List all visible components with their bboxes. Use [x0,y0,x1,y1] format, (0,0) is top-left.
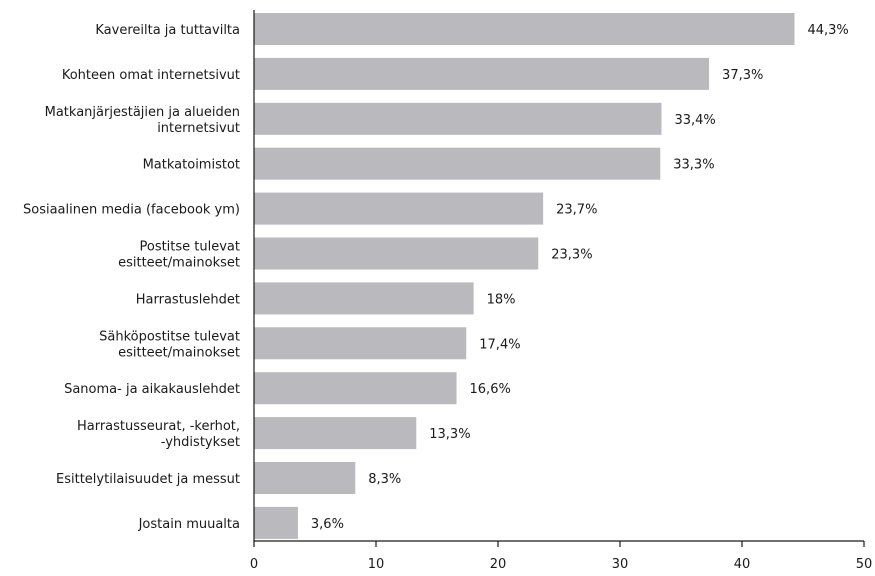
bar [254,237,539,270]
category-label: Matkanjärjestäjien ja alueiden internetsi… [45,105,240,136]
category-label-line: internetsivut [157,121,240,136]
bar [254,13,795,45]
category-label: Sähköpostitse tulevat esitteet/mainokset [99,329,240,360]
bar [254,102,662,135]
bar [254,147,661,180]
data-label: 16,6% [470,382,511,397]
category-label: Jostain muualta [138,517,240,532]
category-label: Sanoma- ja aikakauslehdet [64,382,240,397]
category-label-line: Esittelytilaisuudet ja messut [56,472,240,487]
bar [254,57,710,90]
category-label-line: Matkatoimistot [143,158,240,173]
category-label-line: Sähköpostitse tulevat [99,329,240,344]
data-label: 18% [487,292,516,307]
category-label-line: Jostain muualta [138,517,240,532]
category-label-line: Postitse tulevat [139,240,240,255]
data-label: 33,3% [673,158,714,173]
data-label: 8,3% [368,472,401,487]
data-label: 13,3% [429,427,470,442]
data-label: 3,6% [311,517,344,532]
category-label: Kohteen omat internetsivut [62,68,240,83]
category-label-line: Matkanjärjestäjien ja alueiden [45,105,240,120]
category-label: Harrastuslehdet [136,292,240,307]
category-label-line: Sanoma- ja aikakauslehdet [64,382,240,397]
data-label: 37,3% [722,68,763,83]
category-label: Postitse tulevat esitteet/mainokset [118,240,240,271]
category-label: Harrastusseurat, -kerhot, -yhdistykset [77,419,240,450]
category-label-line: Sosiaalinen media (facebook ym) [23,203,240,218]
category-label: Matkatoimistot [143,158,240,173]
bar [254,372,457,405]
data-label: 44,3% [807,23,848,38]
x-tick-label: 30 [612,557,629,572]
bar [254,192,544,225]
bar [254,462,356,494]
axes: 0 10 20 30 40 50 [250,10,872,572]
category-label: Esittelytilaisuudet ja messut [56,472,240,487]
x-tick-label: 40 [734,557,751,572]
data-label: 23,7% [556,203,597,218]
bars-group [254,13,795,539]
data-label: 33,4% [674,113,715,128]
category-label-line: Harrastuslehdet [136,292,240,307]
category-label-line: esitteet/mainokset [118,345,240,360]
bar [254,506,298,539]
x-tick-label: 20 [490,557,507,572]
bar [254,327,467,360]
category-label-line: Kohteen omat internetsivut [62,68,240,83]
category-label: Sosiaalinen media (facebook ym) [23,203,240,218]
data-label: 23,3% [551,248,592,263]
x-tick-label: 0 [250,557,258,572]
data-label: 17,4% [479,337,520,352]
bar [254,417,417,450]
category-label: Kavereilta ja tuttavilta [95,23,240,38]
category-label-line: Harrastusseurat, -kerhot, [77,419,240,434]
category-label-line: -yhdistykset [161,435,240,450]
value-labels: 44,3% 37,3% 33,4% 33,3% 23,7% 23,3% 18% 17,4% 16… [311,23,849,532]
x-tick-label: 10 [368,557,385,572]
x-tick-label: 50 [856,557,873,572]
bar [254,282,474,315]
category-labels: Kavereilta ja tuttavilta Kohteen omat int… [23,23,240,532]
category-label-line: esitteet/mainokset [118,256,240,271]
category-label-line: Kavereilta ja tuttavilta [95,23,240,38]
